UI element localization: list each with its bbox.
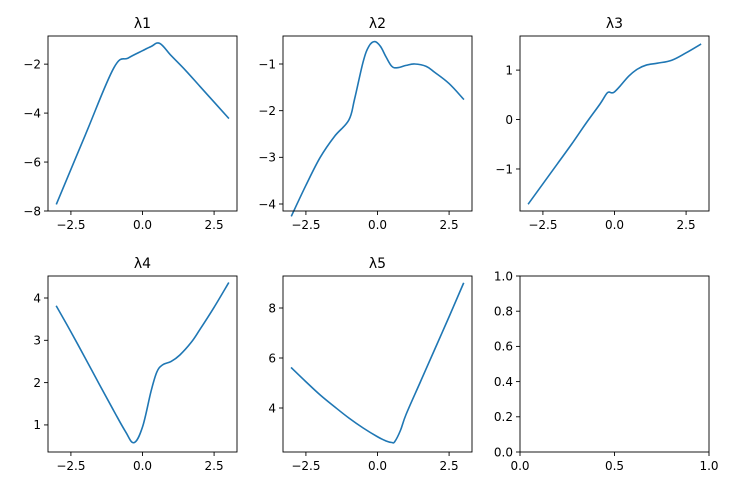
y-tick-label: 2 bbox=[33, 376, 41, 390]
data-line bbox=[290, 282, 465, 444]
subplot-lambda1: −2.5 0.0 2.5 −8 −6 −4 −2 λ1 bbox=[23, 16, 238, 232]
data-line bbox=[55, 282, 230, 444]
y-tick-label: −3 bbox=[258, 151, 276, 165]
subplot-empty: 0.0 0.5 1.0 0.0 0.2 0.4 0.6 0.8 1.0 bbox=[494, 269, 719, 473]
subplot-lambda4: −2.5 0.0 2.5 1 2 3 4 λ4 bbox=[33, 256, 238, 473]
y-tick-label: 0.0 bbox=[494, 445, 513, 459]
x-tick-label: −2.5 bbox=[56, 459, 85, 473]
y-tick-label: 4 bbox=[268, 401, 276, 415]
x-tick-label: 0.0 bbox=[368, 218, 387, 232]
x-tick-label: 0.0 bbox=[133, 459, 152, 473]
x-tick-label: 2.5 bbox=[677, 218, 696, 232]
y-tick-label: 0 bbox=[505, 113, 513, 127]
y-tick-label: −2 bbox=[23, 57, 41, 71]
axes-frame bbox=[282, 275, 473, 453]
y-tick-label: −6 bbox=[23, 155, 41, 169]
subplot-lambda2: −2.5 0.0 2.5 −4 −3 −2 −1 λ2 bbox=[258, 16, 473, 232]
subplot-title: λ1 bbox=[134, 16, 151, 32]
y-tick-label: 8 bbox=[268, 301, 276, 315]
y-tick-label: −2 bbox=[258, 104, 276, 118]
y-tick-label: 3 bbox=[33, 334, 41, 348]
y-tick-label: −1 bbox=[258, 57, 276, 71]
subplot-title: λ3 bbox=[606, 16, 623, 32]
x-tick-label: 0.0 bbox=[133, 218, 152, 232]
x-tick-label: 0.5 bbox=[605, 459, 624, 473]
y-tick-label: 0.6 bbox=[494, 340, 513, 354]
y-tick-label: 0.4 bbox=[494, 375, 513, 389]
x-tick-label: 2.5 bbox=[205, 218, 224, 232]
data-line bbox=[290, 40, 465, 217]
x-tick-label: −2.5 bbox=[56, 218, 85, 232]
subplot-title: λ4 bbox=[134, 256, 151, 272]
axes-frame bbox=[282, 35, 473, 212]
y-tick-label: −1 bbox=[495, 162, 513, 176]
y-tick-label: −4 bbox=[258, 197, 276, 211]
data-line bbox=[55, 42, 230, 205]
subplot-title: λ5 bbox=[369, 256, 386, 272]
y-tick-label: 0.8 bbox=[494, 305, 513, 319]
subplot-lambda5: −2.5 0.0 2.5 4 6 8 λ5 bbox=[268, 256, 473, 473]
y-tick-label: 1 bbox=[33, 418, 41, 432]
x-tick-label: −2.5 bbox=[528, 218, 557, 232]
y-tick-label: 4 bbox=[33, 291, 41, 305]
x-tick-label: 2.5 bbox=[440, 218, 459, 232]
y-tick-label: −4 bbox=[23, 106, 41, 120]
subplot-title: λ2 bbox=[369, 16, 386, 32]
y-tick-label: 0.2 bbox=[494, 410, 513, 424]
x-tick-label: 0.0 bbox=[510, 459, 529, 473]
x-tick-label: 2.5 bbox=[440, 459, 459, 473]
x-tick-label: −2.5 bbox=[291, 459, 320, 473]
x-tick-label: 1.0 bbox=[699, 459, 718, 473]
data-line bbox=[527, 43, 702, 205]
y-tick-label: 1 bbox=[505, 63, 513, 77]
subplot-lambda3: −2.5 0.0 2.5 −1 0 1 λ3 bbox=[495, 16, 710, 232]
x-tick-label: −2.5 bbox=[291, 218, 320, 232]
y-tick-label: 6 bbox=[268, 351, 276, 365]
x-tick-label: 0.0 bbox=[368, 459, 387, 473]
x-tick-label: 0.0 bbox=[605, 218, 624, 232]
axes-frame bbox=[519, 275, 710, 453]
y-tick-label: −8 bbox=[23, 204, 41, 218]
y-tick-label: 1.0 bbox=[494, 269, 513, 283]
x-tick-label: 2.5 bbox=[205, 459, 224, 473]
axes-frame bbox=[519, 35, 710, 212]
axes-frame bbox=[47, 35, 238, 212]
